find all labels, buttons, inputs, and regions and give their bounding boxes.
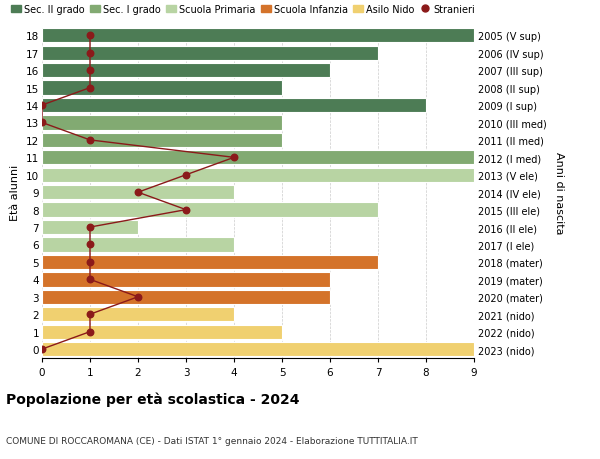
Bar [42,220,138,235]
Point [85,259,95,266]
Bar [42,342,474,357]
Bar [42,290,330,304]
Point [229,154,239,162]
Text: Popolazione per età scolastica - 2024: Popolazione per età scolastica - 2024 [6,392,299,406]
Point [85,241,95,249]
Y-axis label: Età alunni: Età alunni [10,165,20,221]
Point [85,224,95,231]
Bar [42,81,282,95]
Point [37,102,47,110]
Point [85,67,95,75]
Bar [42,64,330,78]
Bar [42,255,378,269]
Point [85,276,95,283]
Point [85,311,95,318]
Y-axis label: Anni di nascita: Anni di nascita [554,151,563,234]
Bar [42,116,282,130]
Bar [42,238,234,252]
Bar [42,168,474,183]
Bar [42,185,234,200]
Bar [42,29,474,43]
Point [85,137,95,144]
Bar [42,151,474,165]
Bar [42,325,282,339]
Point [133,189,143,196]
Text: COMUNE DI ROCCAROMANA (CE) - Dati ISTAT 1° gennaio 2024 - Elaborazione TUTTITALI: COMUNE DI ROCCAROMANA (CE) - Dati ISTAT … [6,436,418,445]
Bar [42,203,378,217]
Point [85,328,95,336]
Point [181,207,191,214]
Point [85,33,95,40]
Point [37,346,47,353]
Point [85,50,95,57]
Bar [42,308,234,322]
Point [133,293,143,301]
Bar [42,134,282,148]
Legend: Sec. II grado, Sec. I grado, Scuola Primaria, Scuola Infanzia, Asilo Nido, Stran: Sec. II grado, Sec. I grado, Scuola Prim… [11,5,475,15]
Point [85,85,95,92]
Bar [42,46,378,61]
Point [37,119,47,127]
Bar [42,99,426,113]
Point [181,172,191,179]
Bar [42,273,330,287]
